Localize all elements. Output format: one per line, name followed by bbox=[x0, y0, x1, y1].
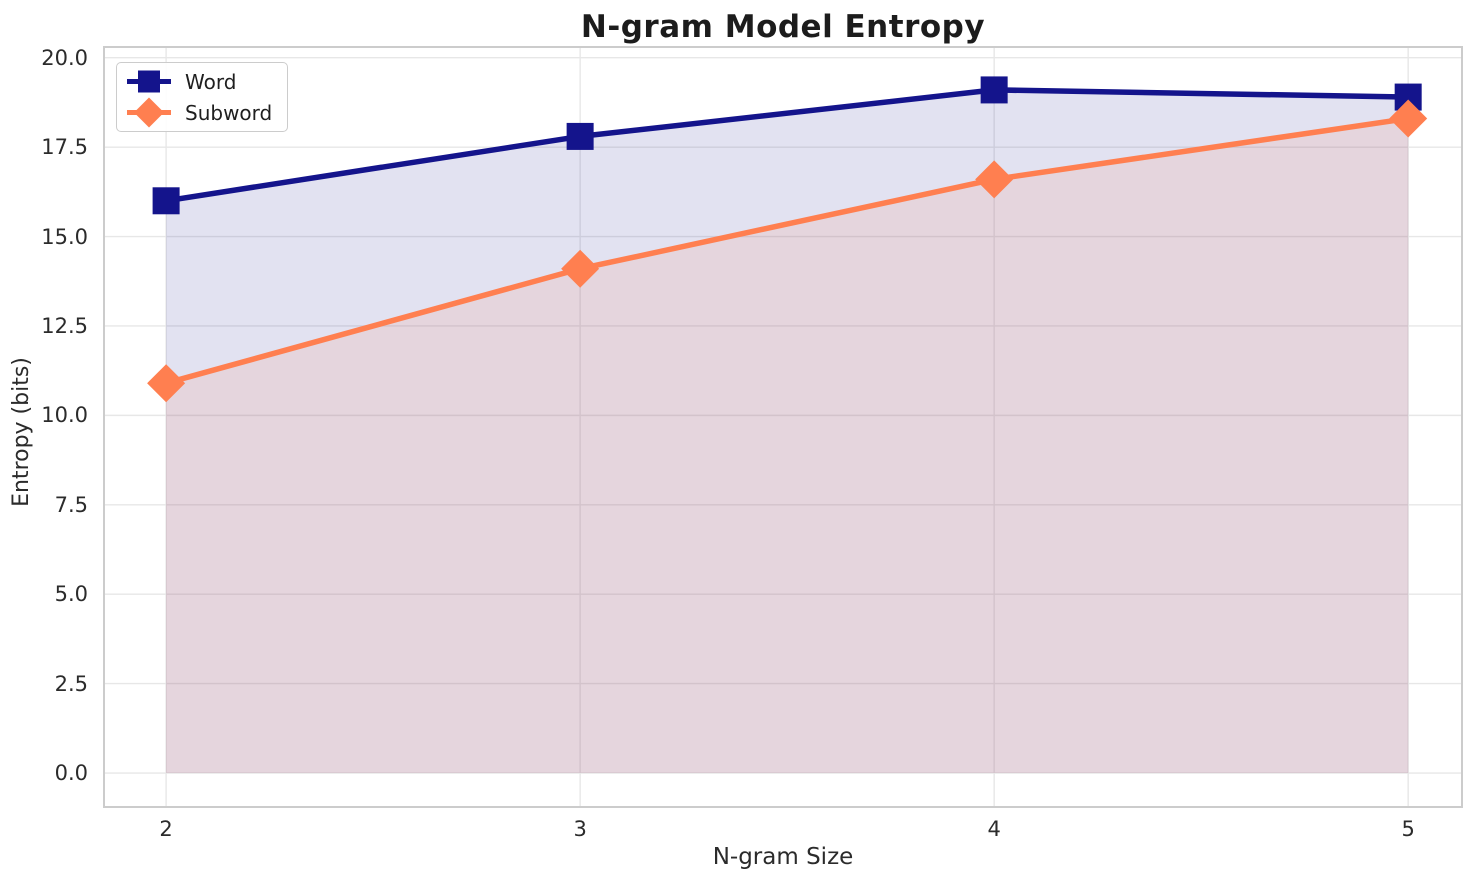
word-area-fill bbox=[166, 89, 1409, 774]
y-tick-label: 2.5 bbox=[54, 671, 88, 696]
y-tick-label: 5.0 bbox=[54, 582, 88, 607]
subword-marker-point bbox=[975, 160, 1014, 199]
subword-diamond-icon bbox=[127, 97, 171, 128]
y-tick-label: 12.5 bbox=[41, 313, 88, 338]
y-tick-label: 17.5 bbox=[41, 135, 88, 160]
y-tick-label: 10.0 bbox=[41, 403, 88, 428]
legend-row-word: Word bbox=[123, 66, 272, 97]
x-tick-label: 4 bbox=[987, 817, 1001, 841]
legend: Word Subword bbox=[116, 62, 289, 132]
word-square-icon bbox=[127, 70, 171, 93]
word-line bbox=[163, 87, 1411, 204]
x-tick-label: 5 bbox=[1401, 817, 1415, 841]
subword-marker-point bbox=[561, 249, 600, 288]
x-tick-label: 3 bbox=[573, 817, 587, 841]
subword-area-fill bbox=[166, 118, 1409, 774]
y-tick-label: 15.0 bbox=[41, 224, 88, 249]
legend-label-subword: Subword bbox=[185, 100, 273, 125]
y-tick-label: 7.5 bbox=[54, 492, 88, 517]
y-tick-label: 0.0 bbox=[54, 761, 88, 786]
word-marker-point bbox=[152, 187, 180, 215]
axes-frame bbox=[103, 46, 1463, 808]
subword-marker-point bbox=[147, 364, 186, 403]
subword-line bbox=[163, 115, 1411, 386]
legend-label-word: Word bbox=[185, 69, 237, 94]
subword-marker-point bbox=[1389, 99, 1428, 138]
x-axis-label: N-gram Size bbox=[712, 844, 854, 870]
word-marker-point bbox=[980, 76, 1008, 104]
x-tick-label: 2 bbox=[159, 817, 173, 841]
legend-row-subword: Subword bbox=[123, 97, 272, 128]
y-tick-label: 20.0 bbox=[41, 45, 88, 70]
chart-title: N-gram Model Entropy bbox=[580, 9, 986, 45]
word-marker-point bbox=[566, 122, 594, 150]
